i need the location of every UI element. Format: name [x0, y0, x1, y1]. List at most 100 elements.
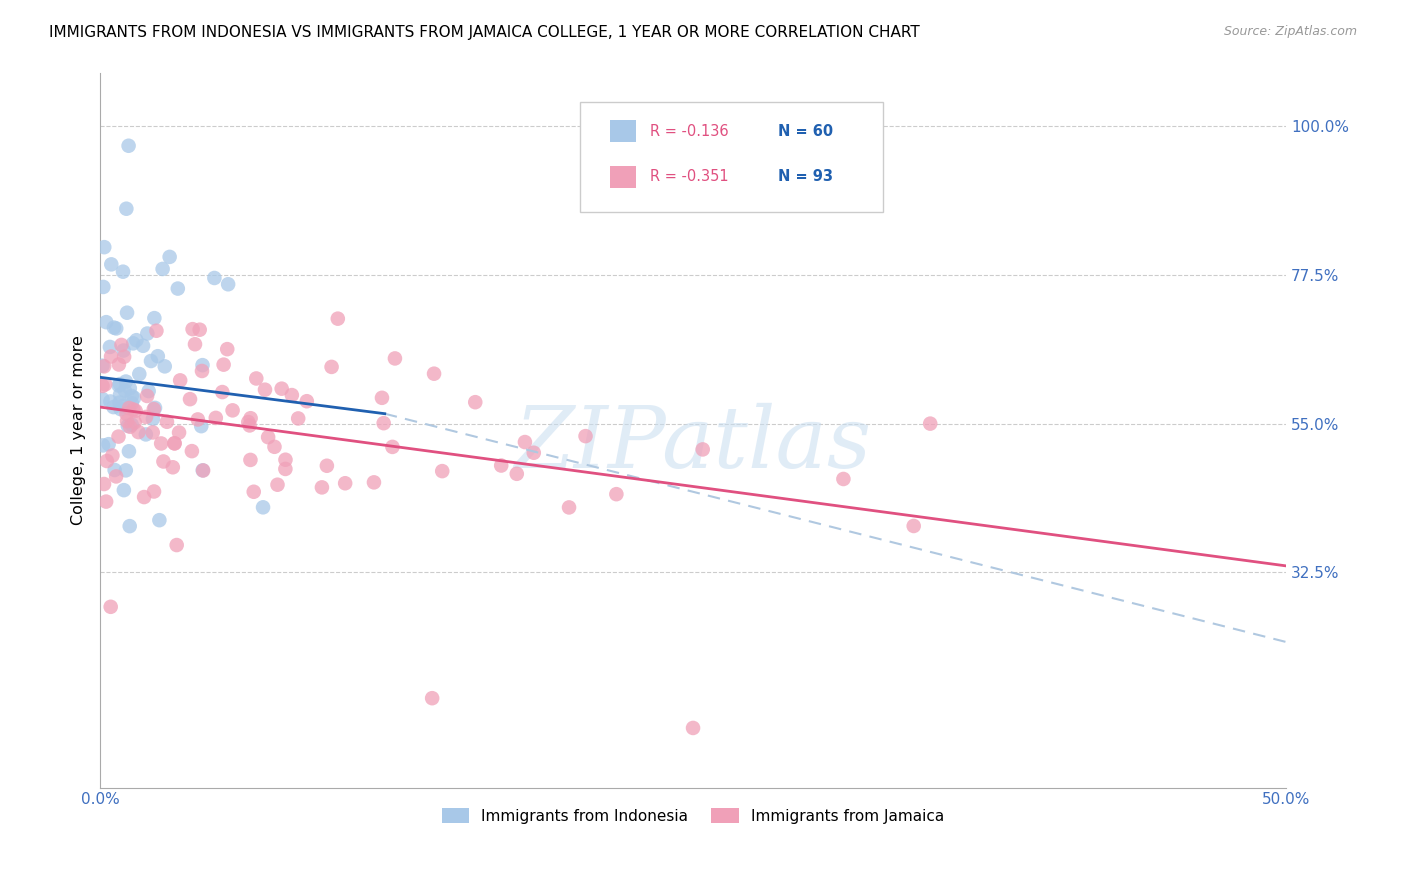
Point — [94, 494, 117, 508]
Point — [136, 389, 159, 403]
Point — [115, 375, 138, 389]
Point — [115, 306, 138, 320]
Point — [121, 396, 143, 410]
Point — [162, 460, 184, 475]
Point — [105, 469, 128, 483]
Point — [146, 349, 169, 363]
Legend: Immigrants from Indonesia, Immigrants from Jamaica: Immigrants from Indonesia, Immigrants fr… — [436, 802, 950, 830]
Point — [143, 311, 166, 326]
Point — [135, 427, 157, 442]
Point — [191, 463, 214, 477]
Point — [489, 458, 512, 473]
Point — [191, 358, 214, 372]
Point — [321, 359, 343, 374]
Point — [574, 429, 596, 443]
Point — [221, 403, 243, 417]
Point — [112, 343, 135, 358]
FancyBboxPatch shape — [581, 102, 883, 212]
Point — [91, 359, 114, 373]
Point — [122, 402, 145, 417]
Point — [903, 519, 925, 533]
Point — [91, 379, 114, 393]
Point — [239, 411, 262, 425]
Point — [315, 458, 337, 473]
Point — [605, 487, 627, 501]
Point — [166, 282, 188, 296]
Point — [138, 384, 160, 398]
Point — [274, 452, 297, 467]
Point — [111, 399, 134, 413]
Point — [384, 351, 406, 366]
Point — [257, 430, 280, 444]
Point — [187, 412, 209, 426]
Point — [184, 337, 207, 351]
Point — [124, 415, 146, 429]
Point — [371, 391, 394, 405]
Point — [115, 414, 138, 428]
Point — [287, 411, 309, 425]
Point — [139, 354, 162, 368]
Point — [152, 454, 174, 468]
Point — [163, 436, 186, 450]
Point — [191, 463, 214, 477]
Point — [103, 400, 125, 414]
Point — [156, 415, 179, 429]
Point — [125, 333, 148, 347]
Point — [93, 359, 115, 374]
Point — [163, 436, 186, 450]
Point — [100, 257, 122, 271]
Point — [96, 315, 118, 329]
Point — [423, 367, 446, 381]
Point — [217, 277, 239, 292]
Point — [108, 358, 131, 372]
Point — [124, 404, 146, 418]
Point — [326, 311, 349, 326]
Point — [110, 402, 132, 417]
Point — [96, 454, 118, 468]
FancyBboxPatch shape — [610, 166, 636, 188]
Point — [118, 381, 141, 395]
Point — [420, 691, 443, 706]
Point — [143, 484, 166, 499]
Point — [108, 388, 131, 402]
Text: R = -0.136: R = -0.136 — [651, 124, 728, 139]
Point — [93, 477, 115, 491]
Point — [150, 436, 173, 450]
Point — [682, 721, 704, 735]
Text: N = 60: N = 60 — [779, 124, 834, 139]
Point — [153, 359, 176, 374]
Point — [169, 373, 191, 387]
Point — [97, 437, 120, 451]
Text: Source: ZipAtlas.com: Source: ZipAtlas.com — [1223, 25, 1357, 38]
Point — [167, 425, 190, 440]
Point — [115, 407, 138, 421]
Point — [135, 409, 157, 424]
Point — [91, 392, 114, 406]
Point — [122, 391, 145, 405]
Point — [238, 415, 260, 429]
Point — [179, 392, 201, 406]
Point — [432, 464, 454, 478]
Point — [188, 323, 211, 337]
Point — [105, 321, 128, 335]
Point — [115, 202, 138, 216]
Point — [464, 395, 486, 409]
Point — [212, 358, 235, 372]
Point — [142, 412, 165, 426]
Point — [110, 338, 132, 352]
Point — [114, 463, 136, 477]
Point — [145, 324, 167, 338]
Point — [108, 395, 131, 409]
Point — [127, 425, 149, 439]
Point — [100, 394, 122, 409]
Point — [159, 250, 181, 264]
Point — [100, 350, 122, 364]
Point — [239, 418, 262, 433]
Point — [101, 449, 124, 463]
Point — [103, 320, 125, 334]
Point — [148, 513, 170, 527]
Point — [117, 138, 139, 153]
Point — [107, 378, 129, 392]
Point — [108, 377, 131, 392]
Text: R = -0.351: R = -0.351 — [651, 169, 728, 185]
